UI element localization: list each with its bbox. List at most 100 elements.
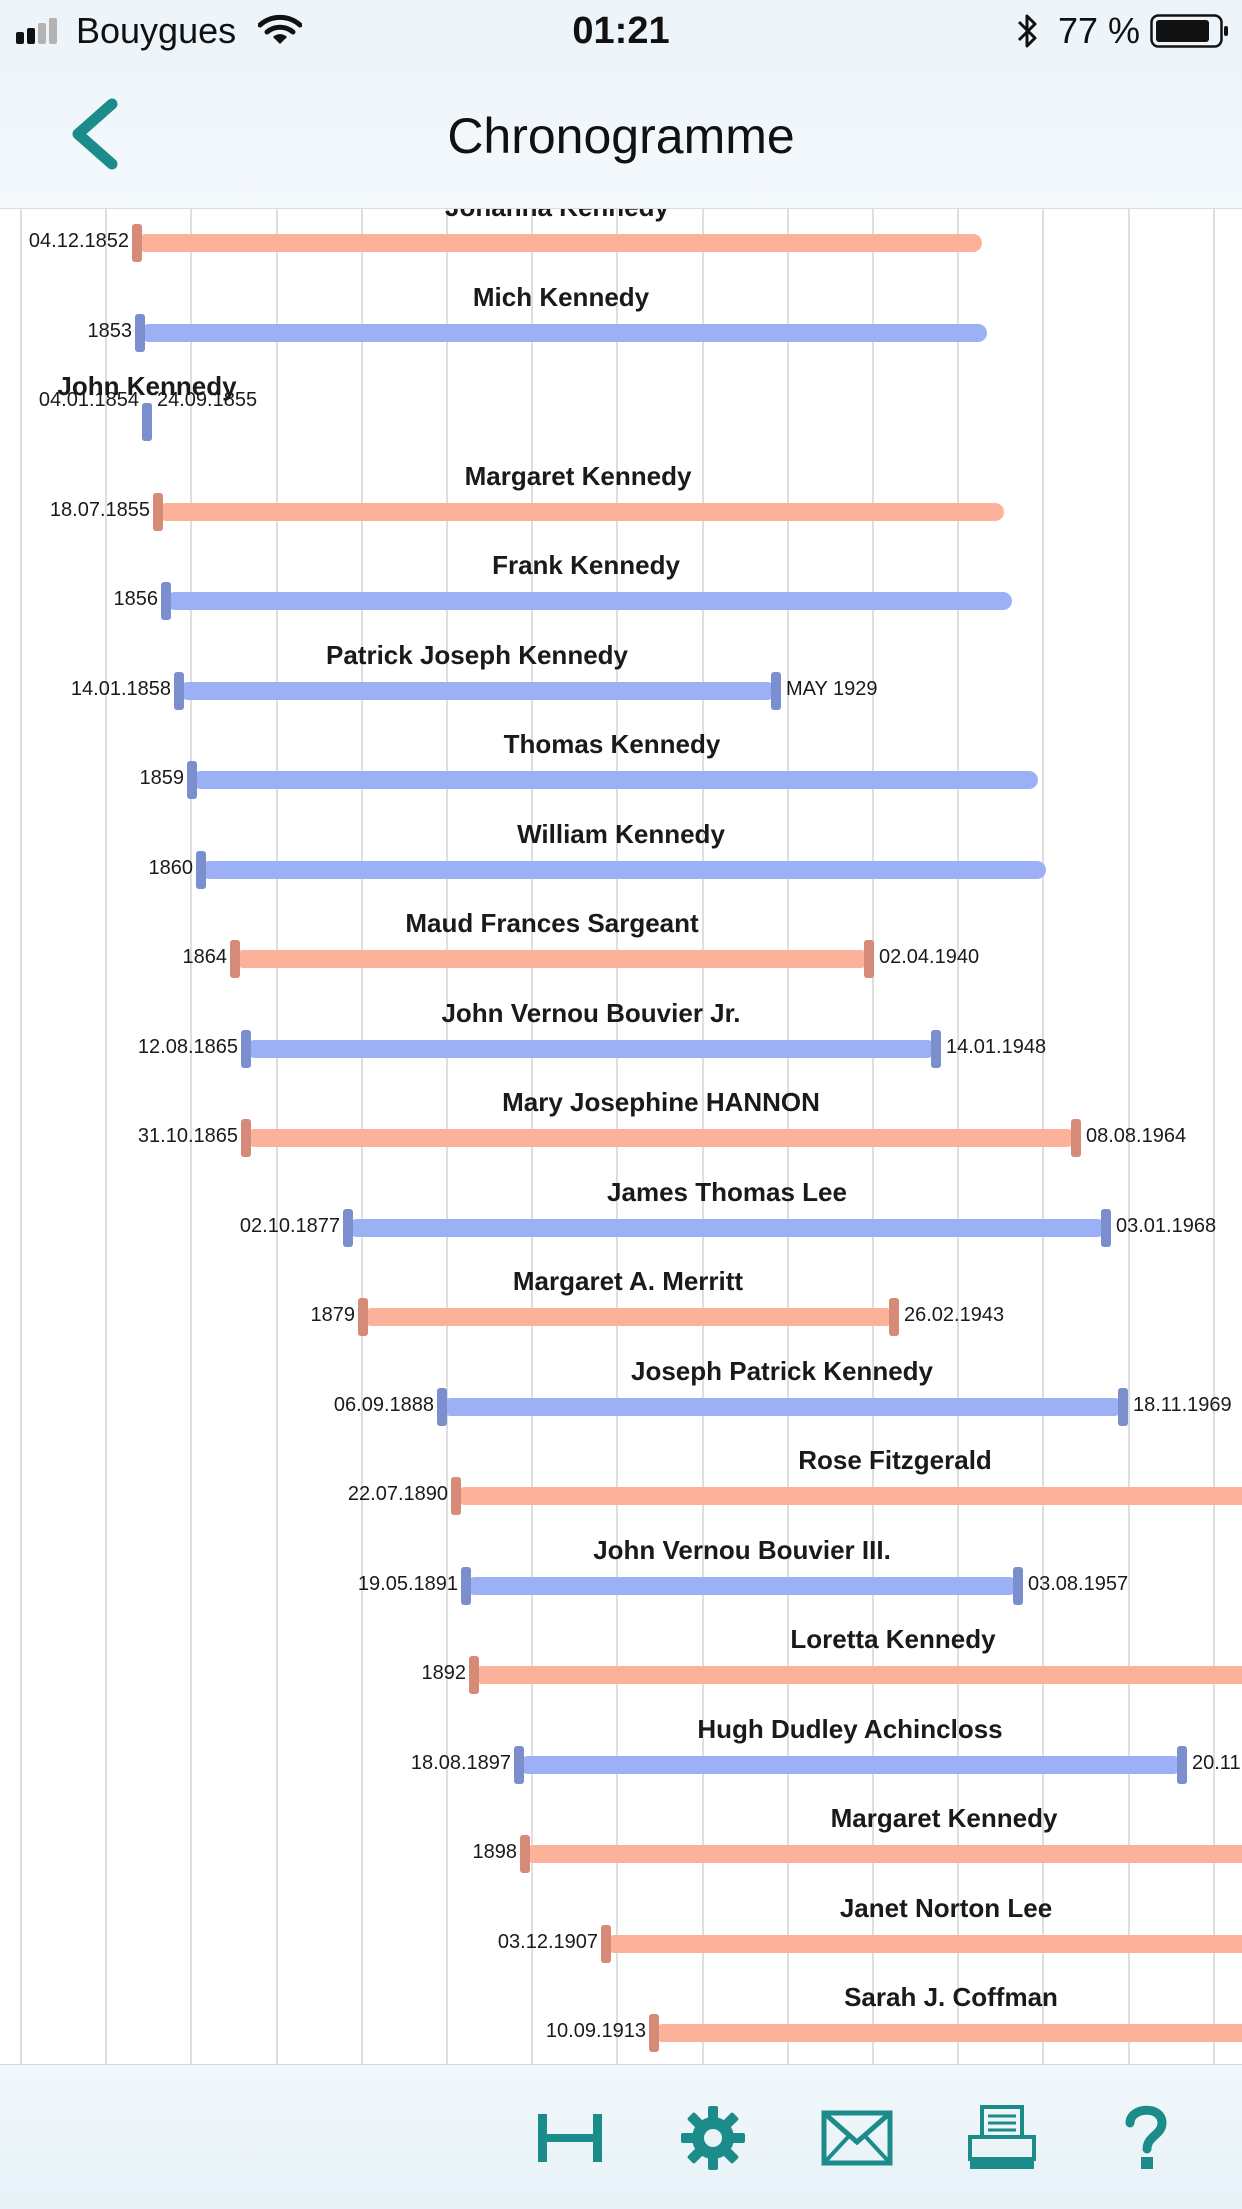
birth-date: 1864 (182, 946, 228, 968)
print-button[interactable] (962, 2103, 1042, 2173)
lifespan-bar[interactable] (158, 502, 1004, 521)
email-button[interactable] (817, 2103, 897, 2173)
death-date: 20.11. (1192, 1751, 1242, 1774)
birth-date: 10.09.1913 (545, 2020, 646, 2042)
lifespan-bar[interactable] (235, 950, 869, 968)
person-name[interactable]: Johanna Kennedy (257, 209, 857, 223)
person-name[interactable]: Janet Norton Lee (839, 1892, 1053, 1923)
birth-marker (135, 313, 145, 352)
person-name[interactable]: Loretta Kennedy (790, 1624, 996, 1654)
person-name[interactable]: John Kennedy (57, 371, 237, 401)
lifespan-bar[interactable] (348, 1218, 1106, 1237)
birth-date: 12.08.1865 (137, 1035, 238, 1058)
person-name[interactable]: Rose Fitzgerald (798, 1445, 992, 1475)
lifespan-bar[interactable] (137, 234, 982, 252)
page-title: Chronogramme (447, 108, 795, 164)
lifespan-bar[interactable] (456, 1487, 1242, 1505)
lifespan-bar[interactable] (246, 1039, 936, 1058)
birth-date: 03.12.1907 (497, 1930, 598, 1953)
lifespan-bar[interactable] (166, 592, 1012, 610)
birth-marker (241, 1119, 251, 1157)
status-bar: Bouygues 01:21 77 % (0, 0, 1242, 64)
lifespan-bar[interactable] (466, 1576, 1018, 1595)
birth-marker (649, 2014, 659, 2052)
help-icon (1125, 2105, 1167, 2169)
person-name[interactable]: John Vernou Bouvier III. (593, 1534, 891, 1565)
person-name[interactable]: Frank Kennedy (492, 550, 680, 580)
grid-line (20, 209, 22, 2064)
birth-marker (132, 224, 142, 262)
bottom-toolbar (0, 2064, 1242, 2209)
birth-marker (461, 1566, 471, 1605)
death-marker (1118, 1387, 1128, 1426)
help-button[interactable] (1106, 2103, 1186, 2173)
person-name[interactable]: Thomas Kennedy (503, 729, 721, 759)
death-marker (1101, 1208, 1111, 1247)
lifespan-bar[interactable] (474, 1666, 1242, 1684)
lifespan-bar[interactable] (519, 1755, 1182, 1774)
birth-marker (153, 492, 163, 531)
person-name[interactable]: William Kennedy (517, 818, 725, 849)
lifespan-bar[interactable] (246, 1129, 1076, 1147)
person-name[interactable]: Patrick Joseph Kennedy (326, 639, 628, 670)
mail-icon (821, 2110, 893, 2166)
person-name[interactable]: Margaret Kennedy (830, 1803, 1058, 1833)
person-name[interactable]: Margaret Kennedy (464, 460, 692, 491)
lifespan-bar[interactable] (525, 1845, 1242, 1863)
person-name[interactable]: Mich Kennedy (472, 281, 650, 312)
back-button[interactable] (56, 94, 136, 174)
death-marker (889, 1298, 899, 1336)
birth-marker (187, 761, 197, 799)
fit-width-button[interactable] (530, 2103, 610, 2173)
death-date: 08.08.1964 (1086, 1125, 1187, 1147)
birth-marker (241, 1029, 251, 1068)
birth-date: 1859 (139, 767, 185, 789)
person-name[interactable]: Mary Josephine HANNON (502, 1087, 820, 1117)
person-name[interactable]: Sarah J. Coffman (844, 1982, 1058, 2012)
lifespan-bar[interactable] (201, 860, 1046, 879)
lifespan-bar[interactable] (179, 681, 776, 700)
birth-marker (451, 1477, 461, 1515)
person-name[interactable]: Margaret A. Merritt (512, 1266, 744, 1296)
settings-button[interactable] (673, 2103, 753, 2173)
grid-line (1212, 209, 1215, 2064)
death-marker (931, 1029, 941, 1068)
lifespan-bar[interactable] (654, 2024, 1242, 2042)
birth-date: 1856 (113, 588, 159, 610)
birth-marker (437, 1387, 447, 1426)
birth-marker (469, 1656, 479, 1694)
timeline-chart[interactable]: Johanna Kennedy 04.12.1852 Mich Kennedy 185… (0, 209, 1242, 2064)
birth-date: 1860 (148, 856, 194, 879)
birth-marker (174, 671, 184, 710)
lifespan-bar[interactable] (606, 1934, 1242, 1953)
death-marker (142, 403, 152, 441)
birth-date: 02.10.1877 (239, 1214, 340, 1237)
death-date: MAY 1929 (786, 677, 878, 700)
wifi-icon (258, 14, 302, 44)
death-marker (771, 671, 781, 710)
lifespan-bar[interactable] (140, 323, 987, 342)
navigation-bar: Chronogramme (0, 64, 1242, 209)
lifespan-bar[interactable] (442, 1397, 1123, 1416)
death-date: 18.11.1969 (1133, 1393, 1232, 1416)
death-date: 14.01.1948 (946, 1035, 1047, 1058)
battery-percentage: 77 % (1058, 10, 1141, 51)
death-marker (1177, 1745, 1187, 1784)
lifespan-bar[interactable] (363, 1308, 894, 1326)
death-date: 24.09.1855 (157, 389, 258, 411)
death-marker (1013, 1566, 1023, 1605)
birth-date: 14.01.1858 (70, 677, 171, 700)
person-name[interactable]: Hugh Dudley Achincloss (697, 1713, 1003, 1744)
birth-marker (196, 850, 206, 889)
birth-marker (514, 1745, 524, 1784)
person-name[interactable]: Maud Frances Sargeant (405, 908, 699, 938)
person-name[interactable]: John Vernou Bouvier Jr. (441, 997, 741, 1028)
grid-line (105, 209, 108, 2064)
person-name[interactable]: Joseph Patrick Kennedy (631, 1355, 933, 1386)
person-name[interactable]: James Thomas Lee (607, 1176, 847, 1207)
carrier-label: Bouygues (76, 10, 237, 51)
lifespan-bar[interactable] (192, 771, 1038, 789)
death-marker (864, 940, 874, 978)
birth-marker (520, 1835, 530, 1873)
birth-date: 22.07.1890 (347, 1483, 448, 1505)
